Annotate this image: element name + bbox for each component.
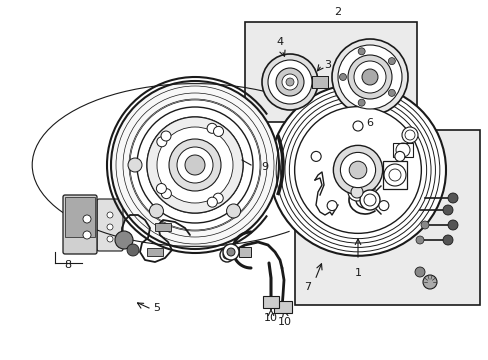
- Circle shape: [226, 204, 240, 218]
- Circle shape: [129, 99, 261, 231]
- Bar: [392, 143, 412, 157]
- Circle shape: [207, 123, 217, 133]
- Ellipse shape: [269, 84, 445, 256]
- Circle shape: [282, 74, 297, 90]
- Bar: [147, 248, 163, 256]
- Text: 7: 7: [304, 282, 311, 292]
- Circle shape: [352, 121, 362, 131]
- Circle shape: [220, 248, 234, 262]
- Circle shape: [294, 107, 421, 233]
- Circle shape: [387, 89, 394, 96]
- Circle shape: [213, 126, 223, 136]
- Circle shape: [420, 221, 428, 229]
- Circle shape: [83, 231, 91, 239]
- Circle shape: [157, 127, 232, 203]
- Circle shape: [350, 186, 362, 198]
- Circle shape: [177, 147, 213, 183]
- Circle shape: [285, 78, 293, 86]
- Circle shape: [447, 220, 457, 230]
- Circle shape: [170, 140, 219, 190]
- Circle shape: [337, 45, 401, 109]
- Circle shape: [347, 55, 391, 99]
- FancyBboxPatch shape: [97, 199, 123, 251]
- Circle shape: [223, 244, 239, 260]
- Circle shape: [394, 152, 404, 161]
- Circle shape: [414, 267, 424, 277]
- Circle shape: [127, 244, 139, 256]
- Circle shape: [157, 137, 166, 147]
- Circle shape: [149, 204, 163, 218]
- Text: 1: 1: [354, 268, 361, 278]
- Circle shape: [415, 236, 423, 244]
- Circle shape: [146, 117, 243, 213]
- Circle shape: [361, 69, 377, 85]
- Circle shape: [107, 236, 113, 242]
- Text: 5: 5: [153, 303, 160, 313]
- Circle shape: [169, 139, 221, 191]
- Bar: [244, 22, 416, 122]
- Circle shape: [387, 58, 394, 65]
- Circle shape: [359, 190, 379, 210]
- Circle shape: [107, 212, 113, 218]
- Text: 8: 8: [64, 260, 71, 270]
- Circle shape: [357, 99, 365, 106]
- Circle shape: [161, 189, 171, 199]
- Circle shape: [207, 197, 217, 207]
- Circle shape: [348, 161, 366, 179]
- Circle shape: [378, 201, 388, 211]
- Text: 10: 10: [278, 317, 291, 327]
- Bar: [239, 247, 250, 257]
- Circle shape: [357, 48, 365, 55]
- Circle shape: [147, 117, 243, 213]
- Circle shape: [223, 251, 230, 259]
- Circle shape: [137, 107, 252, 223]
- Circle shape: [128, 158, 142, 172]
- Circle shape: [226, 248, 235, 256]
- Circle shape: [326, 201, 336, 211]
- Circle shape: [347, 183, 365, 201]
- Bar: [65, 197, 95, 237]
- Circle shape: [182, 152, 208, 178]
- Text: 6: 6: [366, 118, 373, 128]
- Circle shape: [161, 131, 228, 198]
- Circle shape: [111, 81, 279, 249]
- Circle shape: [447, 193, 457, 203]
- Text: 2: 2: [334, 7, 341, 17]
- Circle shape: [340, 152, 375, 188]
- Bar: [382, 161, 406, 189]
- Bar: [294, 130, 479, 305]
- Text: 10: 10: [264, 313, 278, 323]
- Circle shape: [156, 184, 166, 194]
- Bar: [263, 296, 279, 308]
- Circle shape: [213, 193, 223, 203]
- Circle shape: [331, 39, 407, 115]
- Circle shape: [262, 54, 317, 110]
- Circle shape: [107, 224, 113, 230]
- Circle shape: [267, 60, 311, 104]
- Circle shape: [161, 131, 171, 141]
- Text: 4: 4: [276, 37, 283, 47]
- Circle shape: [442, 235, 452, 245]
- Circle shape: [339, 73, 346, 81]
- Circle shape: [401, 127, 417, 143]
- Circle shape: [333, 145, 382, 195]
- Circle shape: [115, 231, 133, 249]
- Bar: [155, 223, 171, 231]
- Circle shape: [422, 275, 436, 289]
- Text: 9: 9: [261, 162, 268, 172]
- Circle shape: [126, 96, 263, 234]
- Circle shape: [83, 215, 91, 223]
- Circle shape: [442, 205, 452, 215]
- Text: 3: 3: [324, 60, 331, 70]
- Bar: [311, 76, 327, 88]
- Circle shape: [275, 68, 304, 96]
- Circle shape: [184, 155, 204, 175]
- Circle shape: [353, 61, 385, 93]
- FancyBboxPatch shape: [63, 195, 97, 254]
- Bar: [273, 301, 291, 313]
- Circle shape: [142, 112, 247, 218]
- Circle shape: [310, 152, 321, 161]
